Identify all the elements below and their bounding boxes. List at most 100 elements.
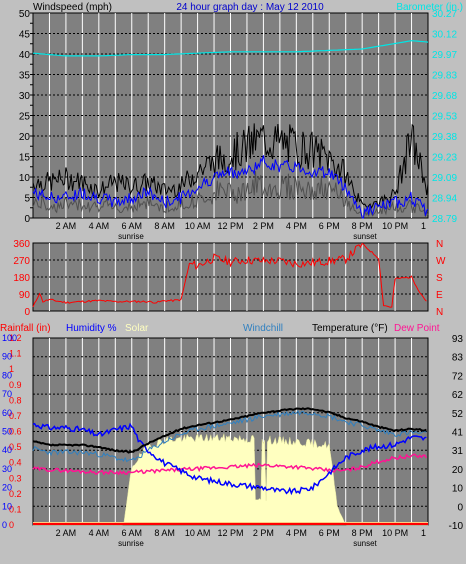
temperature-humidity-panel: 00.10.20.30.40.50.60.70.80.911.11.2 0102…	[0, 323, 463, 548]
temperature-tick-label: 93	[452, 334, 464, 345]
rain-tick-label: 0.8	[9, 395, 22, 405]
bottom-x-tick-label: 10 PM	[382, 528, 408, 538]
bottom-x-tick-label: 2 AM	[56, 528, 77, 538]
top-left-tick-label: 35	[19, 71, 31, 82]
rain-tick-label: 1.1	[9, 349, 22, 359]
rain-tick-label: 1	[9, 364, 14, 374]
humidity-tick-label: 0	[2, 520, 7, 530]
bottom-x-tick-label: 8 PM	[352, 528, 373, 538]
rain-tick-label: 1.2	[9, 333, 22, 343]
rain-tick-label: 0.6	[9, 427, 22, 437]
middle-left-tick-label: 360	[13, 239, 30, 250]
top-x-tick-label: 12 PM	[217, 221, 243, 231]
top-left-tick-label: 40	[19, 50, 31, 61]
humidity-tick-label: 40	[2, 445, 12, 455]
middle-left-tick-label: 270	[13, 256, 30, 267]
humidity-tick-label: 60	[2, 408, 12, 418]
top-right-tick-label: 29.09	[432, 173, 457, 184]
legend-temperature: Temperature (°F)	[312, 323, 388, 334]
top-right-tick-label: 28.79	[432, 214, 457, 225]
bottom-x-tick-label: 2 PM	[253, 528, 274, 538]
middle-right-tick-label: N	[436, 239, 443, 250]
barometer-line	[32, 40, 429, 57]
top-right-tick-label: 29.68	[432, 91, 457, 102]
temperature-tick-label: 62	[452, 390, 464, 401]
legend-windchill: Windchill	[243, 323, 283, 334]
top-x-tick-label: 8 AM	[154, 221, 175, 231]
windchill-line	[32, 410, 427, 463]
bottom-x-tick-label: 4 AM	[89, 528, 110, 538]
temperature-tick-label: 52	[452, 409, 464, 420]
top-right-tick-label: 29.83	[432, 71, 457, 82]
bottom-x-tick-label: 4 PM	[286, 528, 307, 538]
humidity-line	[32, 422, 427, 496]
top-left-tick-label: 0	[24, 214, 30, 225]
temperature-line	[32, 407, 427, 454]
rain-tick-label: 0.4	[9, 458, 22, 468]
bottom-x-tick-label: 12 PM	[217, 528, 243, 538]
rain-tick-label: 0.2	[9, 489, 22, 499]
temperature-tick-label: 83	[452, 353, 464, 364]
rain-tick-label: 0.1	[9, 504, 22, 514]
wind-gust-line	[32, 123, 429, 210]
bottom-x-tick-label: 6 PM	[319, 528, 340, 538]
top-right-tick-label: 29.23	[432, 153, 457, 164]
humidity-tick-label: 80	[2, 370, 12, 380]
temperature-tick-label: 20	[452, 465, 464, 476]
bottom-x-tick-label: 8 AM	[154, 528, 175, 538]
top-center-title: 24 hour graph day : May 12 2010	[176, 2, 324, 13]
top-sunset-label: sunset	[353, 232, 377, 241]
middle-right-tick-label: W	[436, 256, 446, 267]
top-x-tick-label: 8 PM	[352, 221, 373, 231]
bottom-x-tick-label: 10 AM	[185, 528, 211, 538]
top-x-tick-label: 4 AM	[89, 221, 110, 231]
bottom-sunset-label: sunset	[353, 539, 377, 548]
temperature-tick-label: 41	[452, 428, 464, 439]
top-left-tick-label: 30	[19, 91, 31, 102]
top-right-tick-label: 29.53	[432, 112, 457, 123]
middle-right-tick-label: E	[436, 290, 443, 301]
middle-right-tick-label: S	[436, 273, 443, 284]
top-left-tick-label: 20	[19, 132, 31, 143]
rain-tick-label: 0.7	[9, 411, 22, 421]
top-x-tick-label: 2 AM	[56, 221, 77, 231]
top-x-tick-label: 2 PM	[253, 221, 274, 231]
bottom-x-tick-label: 6 AM	[121, 528, 142, 538]
middle-left-tick-label: 90	[19, 290, 31, 301]
legend-humidity: Humidity %	[66, 323, 117, 334]
top-x-tick-label: 10 AM	[185, 221, 211, 231]
temperature-tick-label: -10	[449, 521, 464, 532]
temperature-tick-label: 0	[457, 502, 463, 513]
middle-left-tick-label: 0	[24, 307, 30, 318]
legend-solar: Solar	[125, 323, 149, 334]
humidity-tick-label: 30	[2, 464, 12, 474]
temperature-tick-label: 72	[452, 371, 464, 382]
bottom-sunrise-label: sunrise	[118, 539, 144, 548]
bottom-x-tick-label: 1	[421, 528, 426, 538]
top-left-tick-label: 5	[24, 194, 30, 205]
top-right-tick-label: 29.38	[432, 132, 457, 143]
top-left-title: Windspeed (mph)	[33, 2, 112, 13]
dewpoint-line	[32, 453, 428, 476]
humidity-tick-label: 50	[2, 427, 12, 437]
top-x-tick-label: 6 PM	[319, 221, 340, 231]
top-x-tick-label: 6 AM	[121, 221, 142, 231]
temperature-tick-label: 31	[452, 446, 464, 457]
temperature-tick-label: 10	[452, 484, 464, 495]
windspeed-barometer-panel: 0 5 10 15 20 25 30 35 40 45 50 28.79 28.94 29.09 29.2…	[19, 2, 463, 241]
wind-direction-line	[32, 242, 427, 308]
rain-tick-label: 0.3	[9, 473, 22, 483]
top-sunrise-label: sunrise	[118, 232, 144, 241]
rain-tick-label: 0.5	[9, 442, 22, 452]
humidity-tick-label: 90	[2, 352, 12, 362]
middle-right-tick-label: N	[436, 307, 443, 318]
humidity-tick-label: 10	[2, 501, 12, 511]
top-left-tick-label: 10	[19, 173, 31, 184]
rain-tick-label: 0.9	[9, 380, 22, 390]
top-left-tick-label: 45	[19, 30, 31, 41]
top-left-tick-label: 25	[19, 112, 31, 123]
legend-rain: Rainfall (in)	[0, 323, 51, 334]
top-right-tick-label: 28.94	[432, 194, 457, 205]
top-right-title: Barometer (in.)	[396, 2, 463, 13]
humidity-tick-label: 20	[2, 483, 12, 493]
